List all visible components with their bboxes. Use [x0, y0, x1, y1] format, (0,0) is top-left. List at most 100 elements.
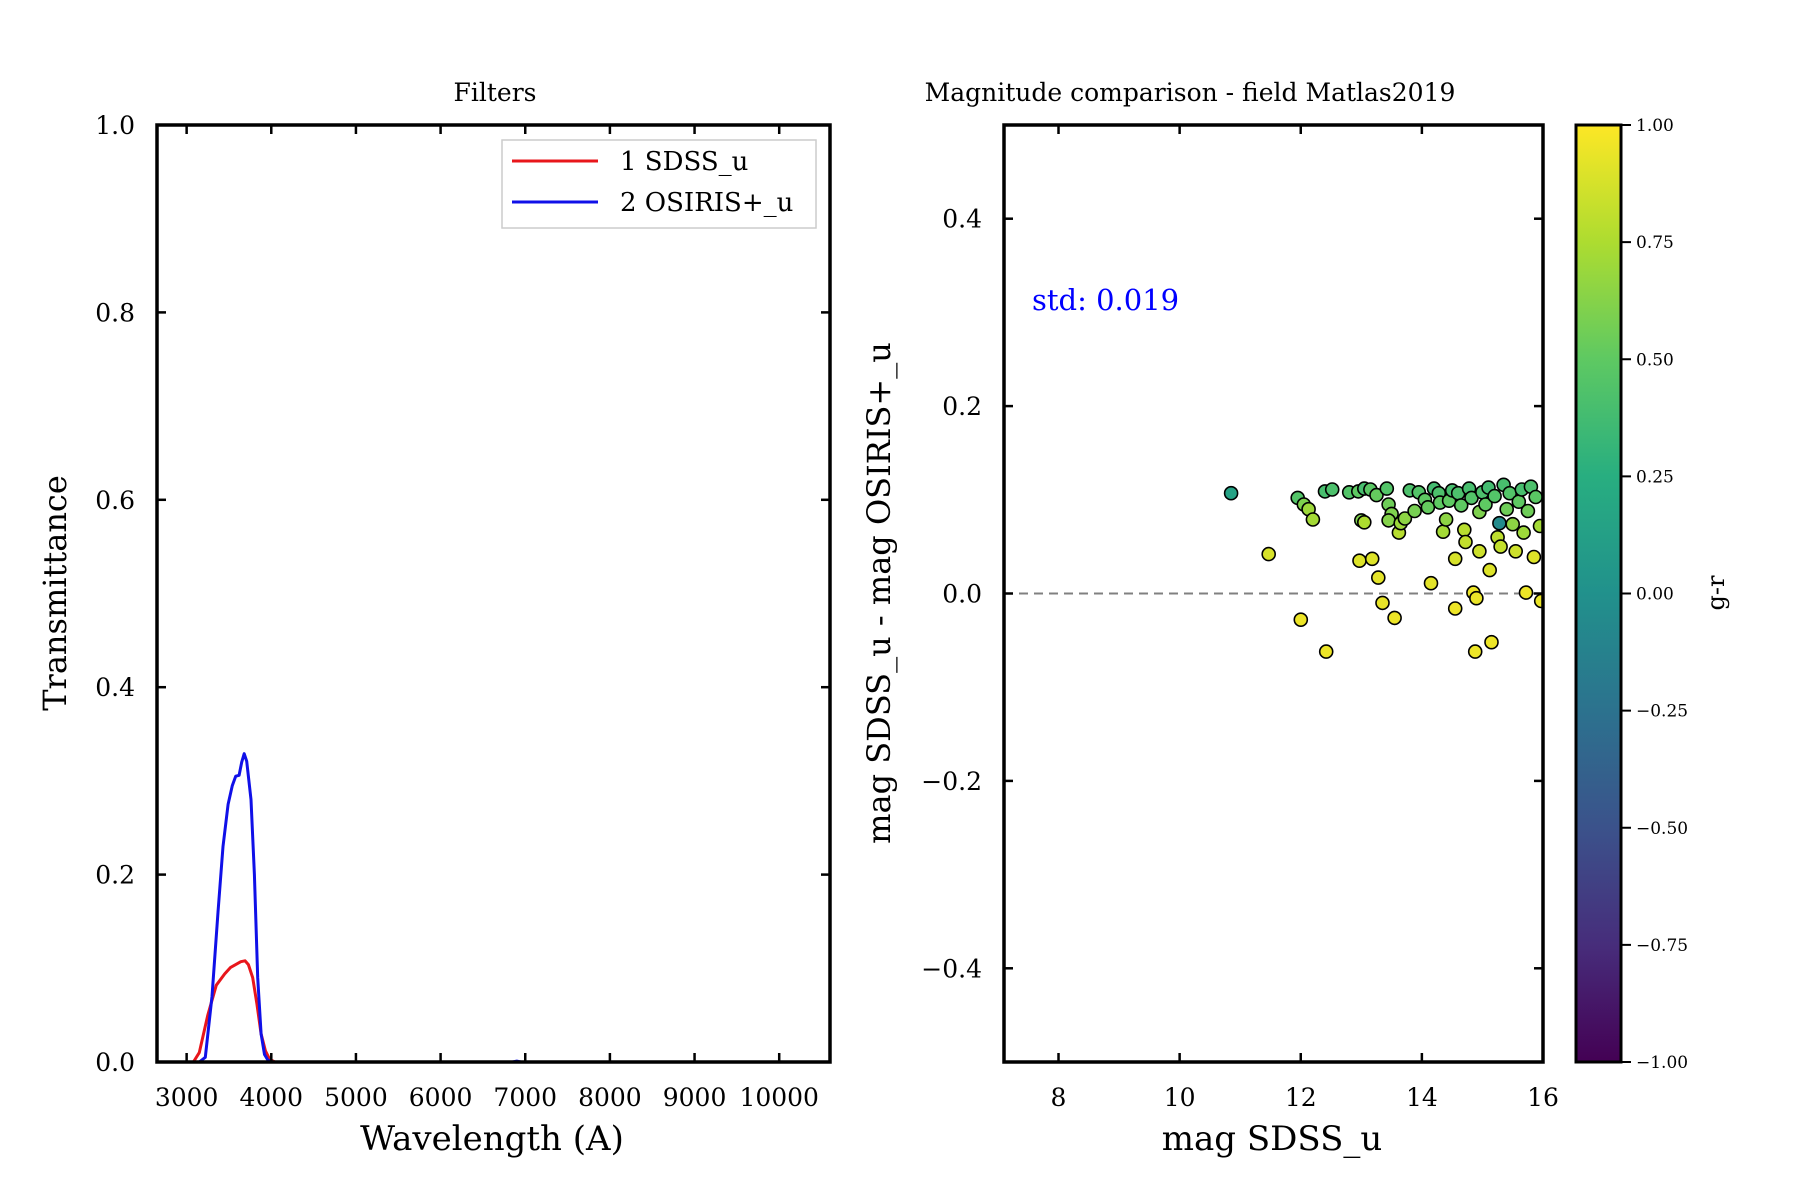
filters-axes-ticks: 3000 4000 5000 6000 7000 8000 9000 10000 0.0 0.2 0… [95, 111, 830, 1112]
scatter-point [1438, 512, 1454, 527]
scatter-point [1469, 590, 1484, 606]
filters-title: Filters [454, 78, 537, 107]
scatter-point [1261, 546, 1276, 562]
scatter-points [1223, 477, 1543, 659]
scatter-point [1532, 518, 1543, 534]
colorbar-tick-label: −0.75 [1636, 936, 1688, 956]
scatter-point [1526, 549, 1542, 565]
filters-panel: Filters 3000 4000 5000 6000 7000 8000 9000 1000… [36, 78, 832, 1159]
filters-legend: 1 SDSS_u 2 OSIRIS+_u [501, 139, 817, 229]
scatter-point [1387, 610, 1402, 626]
scatter-point [1499, 501, 1514, 517]
x-tick-label: 16 [1527, 1083, 1559, 1112]
scatter-point [1467, 644, 1483, 659]
scatter-point [1492, 515, 1507, 531]
x-tick-label: 7000 [493, 1083, 557, 1112]
scatter-point [1435, 524, 1451, 540]
scatter-point [1369, 487, 1384, 503]
x-tick-label: 8 [1051, 1083, 1067, 1112]
colorbar-tick-label: −1.00 [1636, 1053, 1688, 1073]
scatter-point [1293, 612, 1309, 628]
scatter-point [1324, 482, 1340, 497]
magnitude-ylabel: mag SDSS_u - mag OSIRIS+_u [860, 342, 898, 844]
scatter-point [1223, 485, 1239, 501]
filters-ylabel: Transmittance [36, 475, 74, 711]
x-tick-label: 3000 [155, 1083, 219, 1112]
colorbar-tick-label: 0.00 [1636, 585, 1674, 605]
x-tick-label: 6000 [409, 1083, 473, 1112]
scatter-point [1516, 525, 1531, 540]
colorbar-tick-label: −0.50 [1636, 819, 1688, 839]
colorbar-tick-label: 1.00 [1636, 116, 1674, 136]
legend-label-sdss-u: 1 SDSS_u [620, 147, 748, 177]
y-tick-label: 0.4 [942, 205, 982, 234]
x-tick-label: 14 [1406, 1083, 1438, 1112]
colorbar-frame [1574, 123, 1623, 1064]
scatter-point [1357, 514, 1372, 530]
scatter-point [1318, 644, 1334, 659]
scatter-point [1478, 497, 1493, 512]
scatter-point [1407, 503, 1422, 519]
x-tick-label: 4000 [239, 1083, 303, 1112]
scatter-point [1457, 522, 1472, 538]
scatter-point [1458, 534, 1473, 550]
x-tick-label: 8000 [578, 1083, 642, 1112]
scatter-point [1508, 543, 1523, 559]
scatter-point [1375, 595, 1390, 611]
y-tick-label: 0.4 [95, 673, 135, 702]
colorbar-tick-label: −0.25 [1636, 702, 1688, 722]
legend-label-osiris-u: 2 OSIRIS+_u [620, 188, 793, 218]
scatter-point [1487, 488, 1502, 504]
colorbar-tick-label: 0.50 [1636, 350, 1674, 370]
scatter-point [1397, 511, 1413, 526]
y-tick-label: 0.2 [95, 861, 135, 890]
y-tick-label: 1.0 [95, 111, 135, 140]
scatter-point [1364, 551, 1380, 567]
scatter-point [1528, 489, 1543, 505]
filters-xlabel: Wavelength (A) [360, 1119, 624, 1159]
scatter-point [1420, 499, 1436, 515]
scatter-point [1447, 601, 1463, 616]
y-tick-label: 0.2 [942, 392, 982, 421]
magnitude-panel: Magnitude comparison - field Matlas2019 … [860, 78, 1730, 1159]
x-tick-label: 9000 [663, 1083, 727, 1112]
scatter-point [1518, 585, 1534, 600]
x-tick-label: 10000 [739, 1083, 819, 1112]
y-tick-label: 0.0 [942, 580, 982, 609]
y-tick-label: −0.4 [921, 954, 982, 983]
magnitude-title: Magnitude comparison - field Matlas2019 [925, 78, 1456, 107]
scatter-point [1371, 570, 1386, 585]
scatter-point [1453, 498, 1469, 513]
scatter-point [1482, 562, 1497, 578]
x-tick-label: 5000 [324, 1083, 388, 1112]
scatter-point [1505, 516, 1520, 532]
colorbar-gradient [1576, 125, 1621, 1062]
x-tick-label: 10 [1164, 1083, 1196, 1112]
magnitude-axes-ticks: 8 10 12 14 16 −0.4 −0.2 0.0 0.2 0.4 [921, 125, 1559, 1112]
y-tick-label: 0.8 [95, 298, 135, 327]
magnitude-axes-frame [1002, 123, 1545, 1064]
std-annotation: std: 0.019 [1032, 283, 1179, 317]
scatter-point [1493, 539, 1508, 554]
scatter-point [1423, 575, 1439, 591]
colorbar-tick-label: 0.75 [1636, 233, 1674, 253]
scatter-point [1379, 481, 1395, 496]
y-tick-label: 0.0 [95, 1048, 135, 1077]
colorbar-label: g-r [1702, 575, 1730, 610]
scatter-point [1472, 543, 1487, 559]
scatter-point [1520, 503, 1536, 519]
magnitude-xlabel: mag SDSS_u [1162, 1119, 1383, 1159]
filters-axes-frame [155, 123, 832, 1064]
scatter-point [1381, 513, 1396, 528]
scatter-point [1352, 553, 1367, 569]
scatter-point [1305, 512, 1321, 527]
x-tick-label: 12 [1285, 1083, 1317, 1112]
scatter-point [1447, 551, 1463, 567]
legend-box [501, 139, 817, 229]
scatter-point [1484, 634, 1499, 650]
y-tick-label: −0.2 [921, 767, 982, 796]
colorbar-tick-label: 0.25 [1636, 467, 1674, 487]
y-tick-label: 0.6 [95, 486, 135, 515]
colorbar-ticks: −1.00 −0.75 −0.50 −0.25 0.00 0.25 0.50 0.75 1.00 [1621, 116, 1688, 1073]
